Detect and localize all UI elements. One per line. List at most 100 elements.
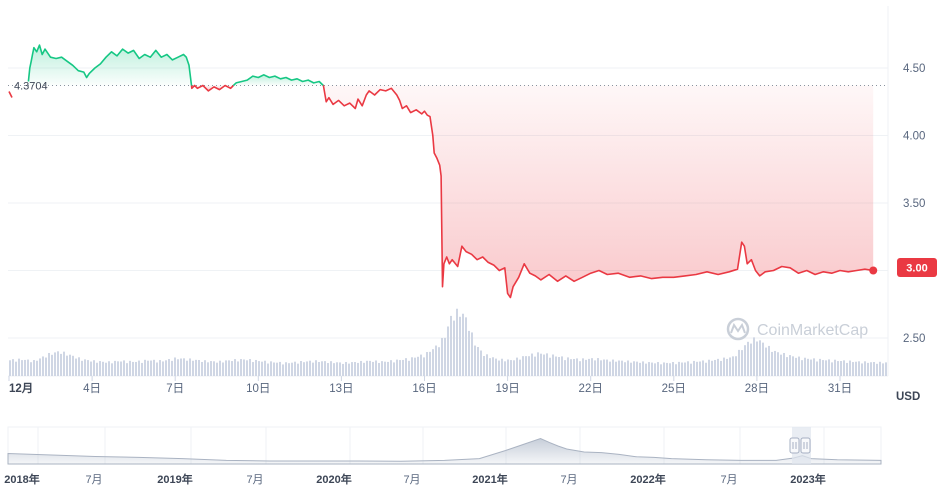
volume-bar xyxy=(444,337,446,376)
volume-bar xyxy=(255,359,257,376)
volume-bar xyxy=(126,363,128,376)
volume-bar xyxy=(747,341,749,376)
volume-bar xyxy=(471,332,473,376)
price-line-down xyxy=(190,84,234,92)
volume-bar xyxy=(234,359,236,376)
time-range-navigator[interactable]: 2018年 7月 2019年 7月 2020年 7月 2021年 7月 2022年 7月 2023年 xyxy=(4,426,882,486)
volume-bar xyxy=(825,360,827,376)
volume-bar xyxy=(660,364,662,376)
volume-bar xyxy=(780,354,782,376)
volume-bar xyxy=(231,361,233,376)
volume-bar xyxy=(429,351,431,376)
volume-bar xyxy=(303,362,305,376)
navigator-grid xyxy=(37,427,825,464)
navigator-tick-label: 7月 xyxy=(720,474,737,486)
volume-bar xyxy=(528,356,530,376)
navigator-left-handle[interactable] xyxy=(789,437,800,454)
volume-bar xyxy=(687,361,689,376)
volume-bar xyxy=(294,361,296,376)
volume-bar xyxy=(654,363,656,376)
navigator-right-handle[interactable] xyxy=(800,437,811,454)
volume-bar xyxy=(306,361,308,376)
x-tick-label: 4日 xyxy=(83,383,101,395)
volume-bar xyxy=(273,362,275,376)
watermark-text: CoinMarketCap xyxy=(757,322,868,339)
volume-bar xyxy=(246,360,248,376)
volume-bar xyxy=(618,360,620,376)
current-price-tag: 3.00 xyxy=(897,258,937,277)
x-tick-label: 28日 xyxy=(745,383,769,395)
volume-bar xyxy=(504,361,506,376)
navigator-tick-label: 7月 xyxy=(85,474,102,486)
volume-bar xyxy=(111,363,113,376)
volume-bar xyxy=(276,362,278,376)
volume-bar xyxy=(672,361,674,376)
volume-bar xyxy=(195,359,197,376)
volume-bar xyxy=(336,362,338,376)
volume-bar xyxy=(54,352,56,376)
volume-bar xyxy=(807,358,809,376)
volume-bar xyxy=(309,360,311,376)
volume-bar xyxy=(624,362,626,376)
volume-bar xyxy=(348,363,350,376)
volume-bar xyxy=(711,360,713,376)
volume-bar xyxy=(123,360,125,376)
volume-bar xyxy=(459,316,461,376)
volume-bar xyxy=(105,362,107,376)
volume-bar xyxy=(225,360,227,376)
volume-bar xyxy=(597,358,599,376)
volume-bar xyxy=(438,347,440,376)
volume-bar xyxy=(198,360,200,376)
volume-bar xyxy=(693,360,695,376)
navigator-selection[interactable] xyxy=(789,427,811,464)
volume-bar xyxy=(732,356,734,376)
volume-bar xyxy=(240,359,242,376)
volume-bar xyxy=(21,360,23,376)
price-area-above xyxy=(28,45,192,86)
y-tick-label: 2.50 xyxy=(903,333,925,345)
volume-bar xyxy=(600,360,602,376)
volume-bar xyxy=(819,358,821,376)
volume-bar xyxy=(75,358,77,376)
volume-bar xyxy=(312,362,314,376)
current-price-dot xyxy=(869,266,878,275)
price-line xyxy=(8,44,874,299)
volume-bar xyxy=(696,361,698,376)
current-price-badge xyxy=(897,258,937,277)
price-area xyxy=(28,45,874,298)
volume-bar xyxy=(423,357,425,376)
volume-bar xyxy=(156,362,158,376)
volume-bar xyxy=(297,363,299,376)
volume-bar xyxy=(858,361,860,376)
volume-bar xyxy=(681,362,683,376)
navigator-tick-label: 7月 xyxy=(560,474,577,486)
volume-bar xyxy=(795,357,797,376)
price-line-down xyxy=(322,84,874,299)
volume-bar xyxy=(750,343,752,376)
volume-bar xyxy=(492,357,494,376)
volume-bar xyxy=(453,320,455,376)
volume-bar xyxy=(39,358,41,376)
volume-bar xyxy=(477,347,479,376)
volume-bar xyxy=(387,361,389,376)
volume-bar xyxy=(474,345,476,376)
volume-bar xyxy=(639,362,641,376)
volume-bar xyxy=(549,357,551,376)
volume-bar xyxy=(489,358,491,376)
volume-bar xyxy=(765,347,767,376)
volume-bar xyxy=(567,357,569,376)
currency-unit-label: USD xyxy=(896,391,920,403)
volume-bar xyxy=(417,356,419,376)
volume-bar xyxy=(42,356,44,376)
volume-bar xyxy=(165,360,167,376)
volume-bar xyxy=(507,359,509,376)
volume-bar xyxy=(375,360,377,376)
volume-bar xyxy=(849,360,851,376)
volume-bar xyxy=(867,362,869,376)
price-area-below xyxy=(323,85,874,298)
volume-bar xyxy=(666,362,668,376)
volume-bar xyxy=(513,360,515,376)
volume-bar xyxy=(237,361,239,376)
volume-bar xyxy=(831,362,833,376)
